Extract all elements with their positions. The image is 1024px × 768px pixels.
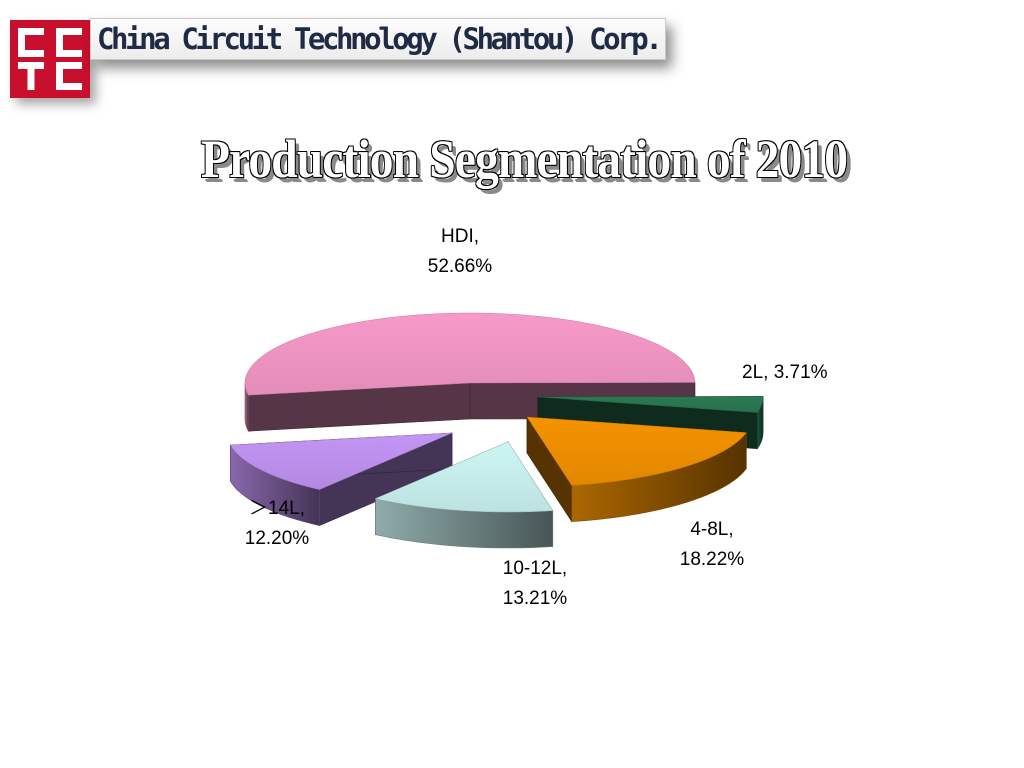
pie-slice-2 bbox=[526, 415, 747, 523]
pie-slice-3 bbox=[374, 440, 554, 549]
company-banner: China Circuit Technology (Shantou) Corp. bbox=[90, 18, 666, 60]
cctc-logo-mark bbox=[10, 20, 90, 98]
data-label-0: HDI, 52.66% bbox=[428, 226, 493, 277]
data-label-2: 4-8L, 18.22% bbox=[680, 519, 745, 570]
chart-title: Production Segmentation of 2010 bbox=[200, 129, 848, 189]
company-name: China Circuit Technology (Shantou) Corp. bbox=[97, 22, 663, 56]
data-label-4: ＞14L, 12.20% bbox=[245, 498, 310, 549]
data-label-1: 2L, 3.71% bbox=[742, 362, 828, 383]
pie-slice-4 bbox=[229, 432, 453, 527]
data-label-3: 10-12L, 13.21% bbox=[503, 558, 568, 609]
cctc-logo bbox=[10, 20, 90, 98]
